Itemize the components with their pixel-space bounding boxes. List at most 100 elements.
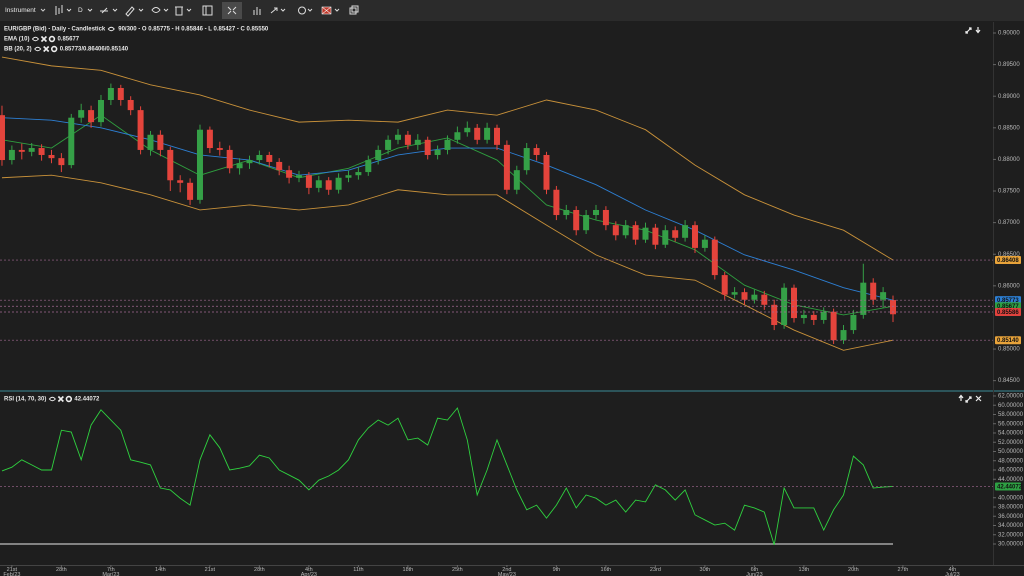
candle-body [563,209,570,216]
price-tag-label: 0.85773 [997,298,1019,304]
candle-body [543,154,550,190]
settings-icon[interactable] [65,395,73,403]
candle-body [513,170,520,190]
caret [40,8,46,12]
y-tick-label: 0.89000 [998,94,1020,100]
candle-body [88,110,95,123]
legend-name: BB (20, 2) [4,47,32,53]
candle-body [860,282,867,315]
x-tick-label: 30th [700,567,711,573]
candle-body [167,149,174,181]
y-tick-label: 60.00000 [998,403,1024,409]
timeframe-button[interactable]: D [78,7,83,14]
trend-icon[interactable] [270,7,278,14]
candle-body [682,225,689,238]
candle-icon[interactable] [55,5,63,15]
remove-icon[interactable] [43,45,50,53]
x-tick-sublabel: May/23 [498,572,516,576]
candle-body [493,127,500,145]
bollinger-band [1,56,894,261]
indicator-icon[interactable] [253,7,261,15]
x-tick-label: 23rd [650,567,661,573]
candle-body [701,239,708,248]
x-tick-label: 28th [254,567,265,573]
eye-icon[interactable] [151,7,161,13]
candle-body [295,175,302,178]
candle-body [226,149,233,169]
candle-body [672,230,679,238]
move-up-icon[interactable] [958,394,964,402]
legend-icons [48,395,73,403]
candle-body [266,154,273,162]
candle-body [434,149,441,155]
candle-body [424,139,431,155]
x-tick-sublabel: Apr/23 [301,572,317,576]
candle-body [394,134,401,140]
trash-icon[interactable] [175,6,183,16]
toolbar-instrument[interactable]: Instrument [5,7,46,14]
price-tag [995,296,1021,305]
candle-body [652,227,659,245]
candle-body [711,239,718,276]
price-tag-label: 0.86408 [997,258,1019,264]
candle-body [662,230,669,245]
alert-icon[interactable] [298,6,306,15]
y-tick-label: 54.00000 [998,431,1024,437]
x-tick-label: 7th [107,567,115,573]
caret [66,8,72,12]
close-icon[interactable] [975,395,982,402]
caret [186,8,192,12]
candle-body [48,154,55,159]
eye-icon[interactable] [31,36,40,42]
candle-body [692,225,699,248]
candle-body [315,180,322,188]
y-tick-label: 0.88000 [998,157,1020,163]
active-button[interactable] [222,2,242,19]
y-tick-label: 40.00000 [998,495,1024,501]
settings-icon[interactable] [50,45,58,53]
y-tick-label: 50.00000 [998,449,1024,455]
download-icon[interactable] [975,27,981,34]
remove-icon[interactable] [40,35,48,43]
x-tick-label: 9th [553,567,561,573]
expand-icon[interactable] [965,396,972,403]
candle-body [573,209,580,231]
y-tick-label: 36.00000 [998,514,1024,520]
candle-body [107,87,114,100]
eye-icon[interactable] [34,46,42,52]
legend-value: 0.85773/0.86406/0.85140 [60,47,129,53]
y-tick-label: 58.00000 [998,412,1024,418]
settings-icon[interactable] [48,35,56,43]
candle-body [0,115,5,161]
legend-icons [31,35,56,43]
candle-body [890,300,897,315]
candle-body [840,330,847,341]
instrument-button[interactable]: Instrument [5,7,36,14]
caret [334,8,340,12]
y-tick-label: 0.86500 [998,252,1020,258]
layout-icon[interactable] [202,5,213,16]
window-icon[interactable] [349,7,357,15]
expand-icon[interactable] [965,27,972,34]
price-panel-icons [965,27,981,34]
candle-body [454,132,461,140]
flag-cross [321,6,332,15]
eye-icon[interactable] [107,26,115,32]
x-tick-label: 2nd [502,567,511,573]
price-tag [995,256,1021,265]
y-tick-label: 0.87000 [998,220,1020,226]
candle-body [117,87,124,100]
candle-body [622,225,629,236]
candle-body [385,139,392,150]
price-tag-label: 0.85586 [997,310,1019,316]
candle-body [414,139,421,145]
pencil-icon[interactable] [125,6,135,17]
remove-icon[interactable] [57,395,64,403]
price-tag-label: 0.85677 [997,304,1019,310]
eye-icon[interactable] [48,396,56,402]
candle-body [642,227,649,240]
draw-icon[interactable] [100,7,108,14]
candle-body [751,294,758,300]
y-tick-label: 0.86000 [998,283,1020,289]
toolbar [0,0,1024,21]
